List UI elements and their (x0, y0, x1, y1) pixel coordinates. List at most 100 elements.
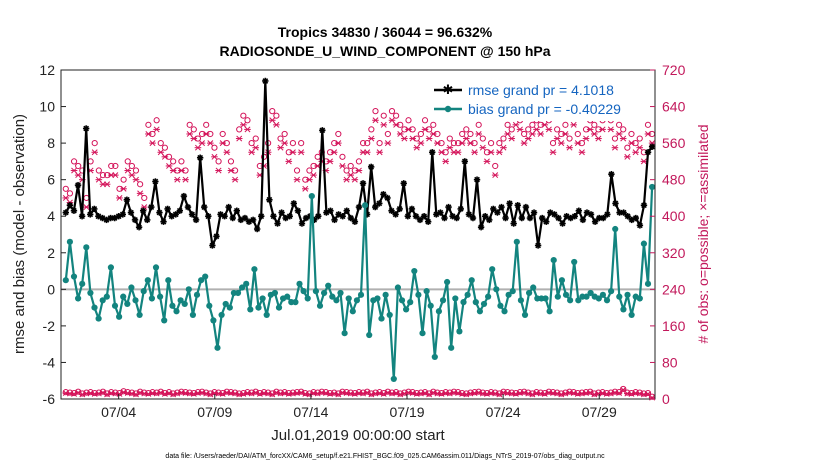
obs-assimilated-marker (566, 144, 573, 151)
rmse-point (498, 203, 505, 211)
obs-assimilated-marker (268, 117, 276, 124)
obs-assimilated-marker (248, 149, 255, 156)
obs-possible-marker (240, 112, 247, 119)
rmse-star-stroke (372, 204, 379, 210)
rmse-star-stroke (421, 213, 427, 220)
rmse-star-stroke (555, 215, 562, 221)
bias-point (476, 308, 484, 315)
rmse-point (396, 205, 403, 213)
rmse-star-stroke (119, 211, 126, 218)
obs-assimilated-marker (326, 158, 334, 165)
obs-assimilated-marker (376, 149, 383, 156)
obs-possible-marker (293, 167, 301, 174)
y-tick-label: 12 (39, 62, 55, 78)
obs-assimilated-marker (173, 176, 181, 183)
obs-assimilated-marker (112, 172, 119, 179)
rmse-star-stroke (641, 202, 647, 209)
obs-assimilated-marker (454, 149, 462, 156)
obs-possible-marker (252, 135, 259, 142)
obs-assimilated-marker (557, 140, 565, 147)
bias-point (136, 311, 143, 319)
rmse-star-stroke (380, 191, 387, 198)
rmse-point (319, 127, 326, 134)
obs-possible-marker (620, 126, 627, 133)
bias-point (263, 311, 270, 319)
obs-assimilated-marker (194, 144, 202, 151)
obs-assimilated-marker (235, 135, 243, 142)
rmse-star-stroke (205, 213, 212, 220)
rmse-star-stroke (608, 171, 615, 178)
rmse-star-stroke (600, 215, 607, 221)
bias-point (595, 295, 602, 302)
rmse-point (441, 214, 448, 222)
obs-possible-marker (430, 121, 437, 128)
y-tick-label: 4 (47, 208, 55, 224)
bias-point (472, 299, 479, 306)
obs-assimilated-marker (293, 176, 301, 183)
obs-assimilated-marker (384, 140, 392, 147)
rmse-point (188, 211, 196, 218)
rmse-point (636, 222, 644, 229)
obs-possible-marker (277, 135, 284, 142)
obs-possible-marker (384, 130, 391, 138)
x-tick-label: 07/09 (197, 404, 232, 420)
rmse-star-stroke (559, 220, 566, 227)
obs-possible-marker (128, 162, 135, 170)
bias-point (234, 289, 242, 297)
bias-point (193, 291, 201, 298)
obs-assimilated-marker (198, 140, 206, 147)
y2-tick-label: 160 (662, 318, 686, 334)
y2-axis-label: # of obs: o=possible; ×=assimilated (695, 124, 711, 343)
bias-point (366, 331, 373, 339)
obs-assimilated-marker (429, 131, 437, 137)
rmse-star-stroke (404, 213, 411, 220)
bias-point (636, 295, 643, 302)
rmse-star-stroke (486, 217, 493, 223)
obs-assimilated-marker (529, 131, 536, 137)
obs-possible-marker (141, 194, 148, 202)
obs-assimilated-marker (388, 117, 396, 124)
bias-point (148, 295, 156, 302)
plot-area (61, 70, 655, 399)
rmse-star-stroke (466, 211, 472, 218)
obs-assimilated-marker (421, 126, 429, 133)
obs-assimilated-marker (330, 149, 338, 156)
rmse-point (127, 209, 135, 216)
rmse-point (388, 207, 395, 214)
obs-assimilated-marker (289, 149, 297, 156)
obs-assimilated-marker (491, 172, 499, 179)
obs-assimilated-marker (545, 126, 553, 133)
bias-point (95, 315, 102, 322)
bias-point (640, 240, 648, 247)
rmse-star-stroke (233, 207, 240, 214)
obs-possible-marker (281, 130, 288, 138)
y2-tick-label: 240 (662, 281, 686, 297)
rmse-point (91, 205, 98, 213)
obs-assimilated-marker (240, 121, 247, 128)
rmse-point (270, 213, 277, 220)
rmse-point (82, 125, 90, 132)
bias-point (624, 291, 631, 298)
bias-point (132, 297, 139, 304)
bias-point (452, 295, 459, 302)
rmse-point (87, 211, 94, 218)
bias-point (480, 300, 488, 308)
obs-assimilated-marker (306, 176, 313, 183)
rmse-point (445, 203, 452, 211)
rmse-point (119, 211, 127, 218)
obs-assimilated-marker (103, 181, 111, 188)
rmse-star-stroke (457, 206, 464, 212)
obs-possible-marker (364, 140, 371, 147)
obs-possible-marker (479, 135, 486, 142)
bias-point (386, 311, 393, 319)
obs-assimilated-marker (145, 131, 152, 137)
obs-possible-marker (347, 162, 354, 170)
rmse-point (522, 203, 530, 211)
obs-assimilated-marker (149, 140, 156, 147)
rmse-star-stroke (478, 224, 484, 231)
bias-point (390, 375, 397, 382)
obs-possible-marker (95, 167, 102, 174)
obs-assimilated-marker (442, 158, 449, 165)
rmse-point (412, 213, 420, 220)
obs-assimilated-marker (446, 144, 454, 151)
